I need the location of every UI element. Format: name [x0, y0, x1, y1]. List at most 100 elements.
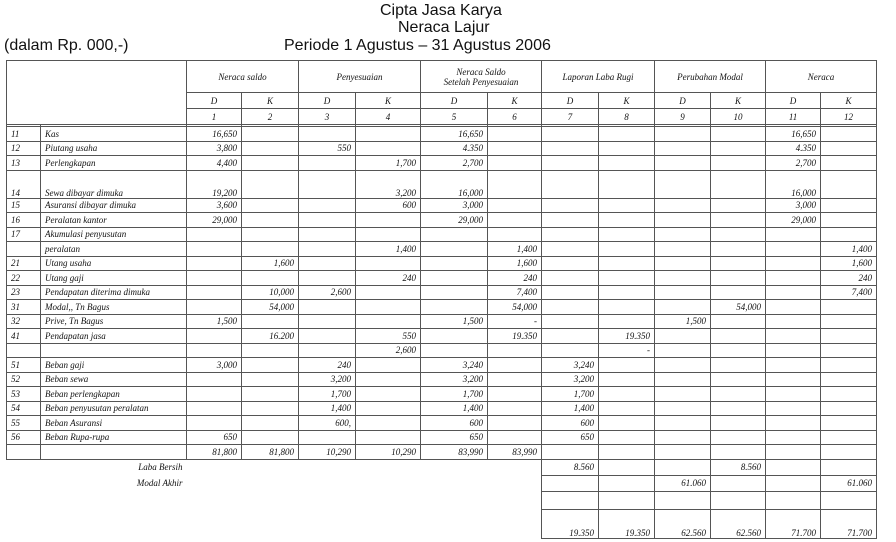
account-row: 16 Peralatan kantor 29,000 29,000 29,000: [6, 212, 878, 228]
dk-cell: K: [598, 92, 656, 109]
amount: [820, 429, 878, 445]
number-row: 1 2 3 4 5 6 7 8 9 10 11 12: [7, 108, 878, 125]
amount: [598, 386, 656, 402]
account-row: 2,600 -: [6, 342, 878, 358]
amount: [820, 226, 878, 242]
column-number: 8: [598, 108, 656, 125]
amount: [654, 299, 712, 315]
summary-label: Modal Akhir: [136, 478, 183, 488]
amount: 1,600: [241, 255, 299, 271]
amount: [241, 313, 299, 329]
totals-row: 81,800 81,800 10,290 10,290 83,990 83,990: [6, 444, 878, 460]
amount: [765, 386, 822, 402]
amount: [420, 284, 489, 300]
amount: [654, 212, 712, 228]
amount: [710, 255, 767, 271]
dk-cell: D: [186, 92, 242, 109]
amount: [186, 284, 242, 300]
account-name: peralatan: [40, 241, 187, 257]
amount: [598, 400, 656, 416]
spacer-cell: [820, 124, 878, 127]
spacer-cell: [354, 124, 422, 127]
amount: [186, 255, 242, 271]
amount: [186, 371, 242, 387]
amount: [298, 241, 356, 257]
amount: [241, 357, 299, 373]
summary-amount: 61.060: [820, 474, 878, 492]
amount: 1,700: [354, 155, 422, 171]
account-no: 53: [6, 386, 41, 402]
summary-row: Laba Bersih 8.560 8.560: [7, 458, 878, 476]
summary-row: Modal Akhir 61.060 61.060: [7, 474, 878, 492]
amount: 3,000: [186, 357, 242, 373]
amount: [598, 140, 656, 156]
amount: [487, 212, 543, 228]
amount: [765, 328, 822, 344]
total-amount: [820, 444, 878, 460]
amount: [541, 212, 600, 228]
amount: [241, 212, 299, 228]
amount: [765, 429, 822, 445]
amount: [186, 270, 242, 286]
summary-amount: [242, 509, 299, 538]
amount: [186, 226, 242, 242]
amount: [710, 140, 767, 156]
group-header-line: Perubahan Modal: [677, 71, 743, 82]
summary-row: [7, 490, 878, 510]
amount: [598, 241, 656, 257]
amount: [186, 386, 242, 402]
amount: 4.350: [420, 140, 489, 156]
worksheet-table: Neraca saldo Penyesuaian Neraca Saldo Setel…: [6, 60, 878, 539]
group-header-line: Neraca: [807, 71, 835, 82]
amount: [820, 197, 878, 213]
amount: [298, 212, 356, 228]
account-no: 55: [6, 415, 41, 431]
total-amount: 10,290: [354, 444, 422, 460]
summary-amount: [710, 474, 767, 492]
amount: [420, 226, 489, 242]
amount: [765, 342, 822, 358]
amount: 3,240: [420, 357, 489, 373]
account-no: [6, 342, 41, 358]
amount: [298, 197, 356, 213]
summary-amount: 71.700: [765, 508, 822, 539]
dk-cell: K: [820, 92, 878, 109]
amount: 29,000: [765, 212, 822, 228]
group-header-line: Laporan Laba Rugi: [562, 71, 634, 82]
empty-cell: [6, 444, 41, 460]
total-amount: [654, 444, 712, 460]
amount: 19,200: [186, 169, 242, 199]
account-no: 22: [6, 270, 41, 286]
amount: 16,000: [420, 169, 489, 199]
account-row: 12 Piutang usaha 3,800 550 4.350 4.350: [6, 140, 878, 156]
account-no: 32: [6, 313, 41, 329]
dk-cell: K: [354, 92, 422, 109]
amount: [487, 386, 543, 402]
summary-amount: [488, 459, 542, 475]
group-header: Neraca: [765, 60, 878, 93]
amount: [820, 386, 878, 402]
amount: [354, 371, 422, 387]
amount: [420, 255, 489, 271]
amount: [186, 241, 242, 257]
account-no: 17: [6, 226, 41, 242]
empty-cell: [40, 444, 187, 460]
amount: [654, 386, 712, 402]
account-row: 14 Sewa dibayar dimuka 19,200 3,200 16,000 16…: [6, 169, 878, 199]
amount: [710, 415, 767, 431]
summary-amount: [598, 474, 656, 492]
amount: [654, 371, 712, 387]
account-no: 56: [6, 429, 41, 445]
amount: [710, 386, 767, 402]
column-number: 4: [354, 108, 422, 125]
account-row: 31 Modal,, Tn Bagus 54,000 54,000 54,000: [6, 299, 878, 315]
amount: [354, 226, 422, 242]
summary-amount: [242, 459, 299, 475]
amount: [598, 270, 656, 286]
amount: [654, 400, 712, 416]
amount: [598, 357, 656, 373]
account-no: 52: [6, 371, 41, 387]
amount: [598, 415, 656, 431]
summary-amount: 61.060: [654, 474, 712, 492]
